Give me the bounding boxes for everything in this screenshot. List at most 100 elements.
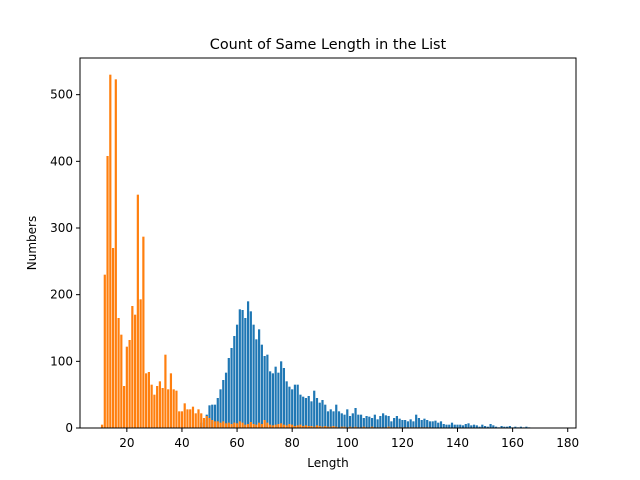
bar (222, 421, 225, 428)
bar (340, 426, 343, 428)
bar (244, 424, 247, 428)
bar (241, 422, 244, 428)
bar (249, 311, 252, 428)
bar (461, 425, 465, 428)
bar (178, 411, 181, 428)
bar (417, 418, 421, 428)
bar (351, 413, 354, 428)
bar (280, 423, 283, 428)
bar (260, 424, 263, 428)
bar (362, 426, 365, 428)
bar (354, 426, 357, 428)
bar (183, 403, 186, 428)
bar (153, 394, 156, 428)
bar (472, 424, 476, 428)
bar (213, 404, 217, 428)
bar (246, 301, 250, 428)
bar (161, 388, 164, 428)
bar (255, 339, 258, 428)
bar (100, 424, 104, 428)
bar (508, 426, 511, 428)
bar (233, 422, 236, 428)
bar (304, 425, 308, 428)
bar (503, 426, 506, 428)
bar (111, 248, 115, 428)
bar (258, 329, 261, 428)
bar (475, 425, 478, 428)
bar (448, 424, 451, 428)
bar (219, 422, 222, 428)
bar (324, 426, 327, 428)
bar (310, 401, 313, 428)
bar (180, 411, 184, 428)
bar (230, 348, 233, 428)
bar (191, 406, 195, 428)
bar (406, 421, 410, 428)
y-axis-ticks: 0 100 200 300 400 500 (50, 88, 80, 435)
bar (241, 310, 244, 428)
bar (103, 274, 106, 428)
bar (343, 426, 346, 428)
bars-layer (100, 74, 531, 429)
x-tick-label: 60 (229, 436, 244, 450)
bar (337, 411, 341, 428)
bar (357, 414, 360, 428)
bar (324, 404, 327, 428)
bar (387, 426, 390, 428)
bar (216, 398, 219, 428)
bar (343, 414, 346, 428)
bar (293, 426, 297, 428)
bar (288, 424, 291, 428)
x-axis-ticks: 20 40 60 80 100 120 140 160 180 (119, 428, 579, 450)
x-tick-label: 180 (556, 436, 579, 450)
bar (335, 426, 338, 428)
bar (415, 414, 418, 428)
bar (453, 424, 456, 428)
bar (208, 405, 211, 428)
bar (335, 404, 338, 428)
bar (145, 373, 148, 428)
bar (321, 426, 324, 428)
y-tick-label: 400 (50, 154, 73, 168)
bar (318, 426, 321, 428)
bar (293, 384, 297, 428)
bar (423, 418, 426, 428)
bar (114, 79, 117, 428)
bar (398, 418, 401, 428)
bar (420, 420, 423, 428)
bar (282, 368, 286, 428)
bar (186, 409, 189, 428)
bar (227, 422, 230, 428)
bar (280, 361, 283, 428)
bar (442, 424, 445, 428)
x-tick-label: 40 (174, 436, 189, 450)
bar (263, 420, 266, 428)
bar (500, 426, 503, 428)
bar (368, 416, 371, 428)
bar (219, 389, 222, 428)
bar (224, 423, 228, 428)
bar (519, 426, 522, 428)
bar (321, 400, 324, 428)
bar (252, 324, 255, 428)
bar (359, 414, 363, 428)
series-1 (200, 301, 531, 428)
bar (296, 384, 299, 428)
y-tick-label: 300 (50, 221, 73, 235)
bar (348, 416, 352, 428)
bar (393, 418, 396, 428)
x-tick-label: 80 (285, 436, 300, 450)
bar (117, 318, 120, 428)
bar (382, 413, 385, 428)
bar (122, 386, 126, 428)
bar (376, 419, 379, 428)
bar (120, 334, 123, 428)
bar (315, 425, 319, 428)
bar (235, 324, 239, 428)
bar (401, 420, 404, 428)
series-2 (100, 74, 432, 429)
bar (384, 415, 387, 428)
bar (277, 424, 280, 428)
bar (285, 425, 288, 428)
bar (172, 389, 175, 428)
